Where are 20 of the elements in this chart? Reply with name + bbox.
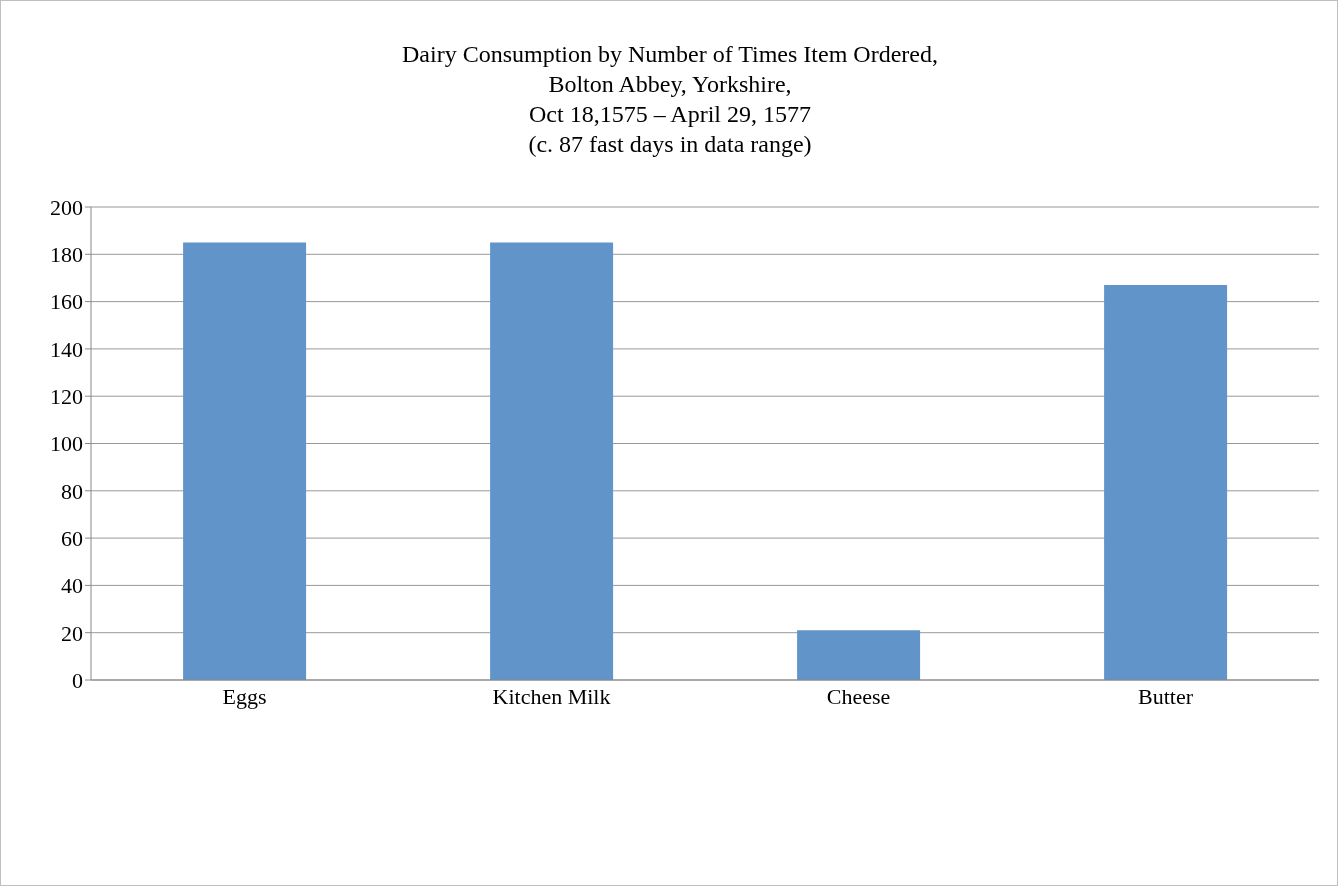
- x-tick-label: Butter: [1138, 683, 1194, 709]
- y-tick-label: 200: [50, 194, 83, 220]
- y-tick-label: 160: [50, 289, 83, 315]
- y-tick-label: 20: [61, 620, 83, 646]
- y-tick-label: 120: [50, 384, 83, 410]
- y-tick-label: 60: [61, 525, 83, 551]
- bar: [183, 242, 307, 680]
- y-tick-label: 40: [61, 573, 83, 599]
- y-tick-label: 100: [50, 431, 83, 457]
- bar: [490, 242, 614, 680]
- y-tick-label: 80: [61, 478, 83, 504]
- bar: [1104, 285, 1228, 680]
- y-tick-label: 0: [72, 667, 83, 693]
- bar: [797, 630, 921, 680]
- y-tick-label: 180: [50, 242, 83, 268]
- y-tick-label: 140: [50, 336, 83, 362]
- x-tick-label: Cheese: [826, 683, 891, 709]
- x-tick-label: Eggs: [222, 683, 267, 709]
- x-tick-label: Kitchen Milk: [492, 683, 611, 709]
- chart-title: Dairy Consumption by Number of Times Item Ordered, Bolton Abbey, Yorkshire, Oct 18,1575 – April 29, 1577 (c. 87 fast days in data range): [401, 40, 939, 159]
